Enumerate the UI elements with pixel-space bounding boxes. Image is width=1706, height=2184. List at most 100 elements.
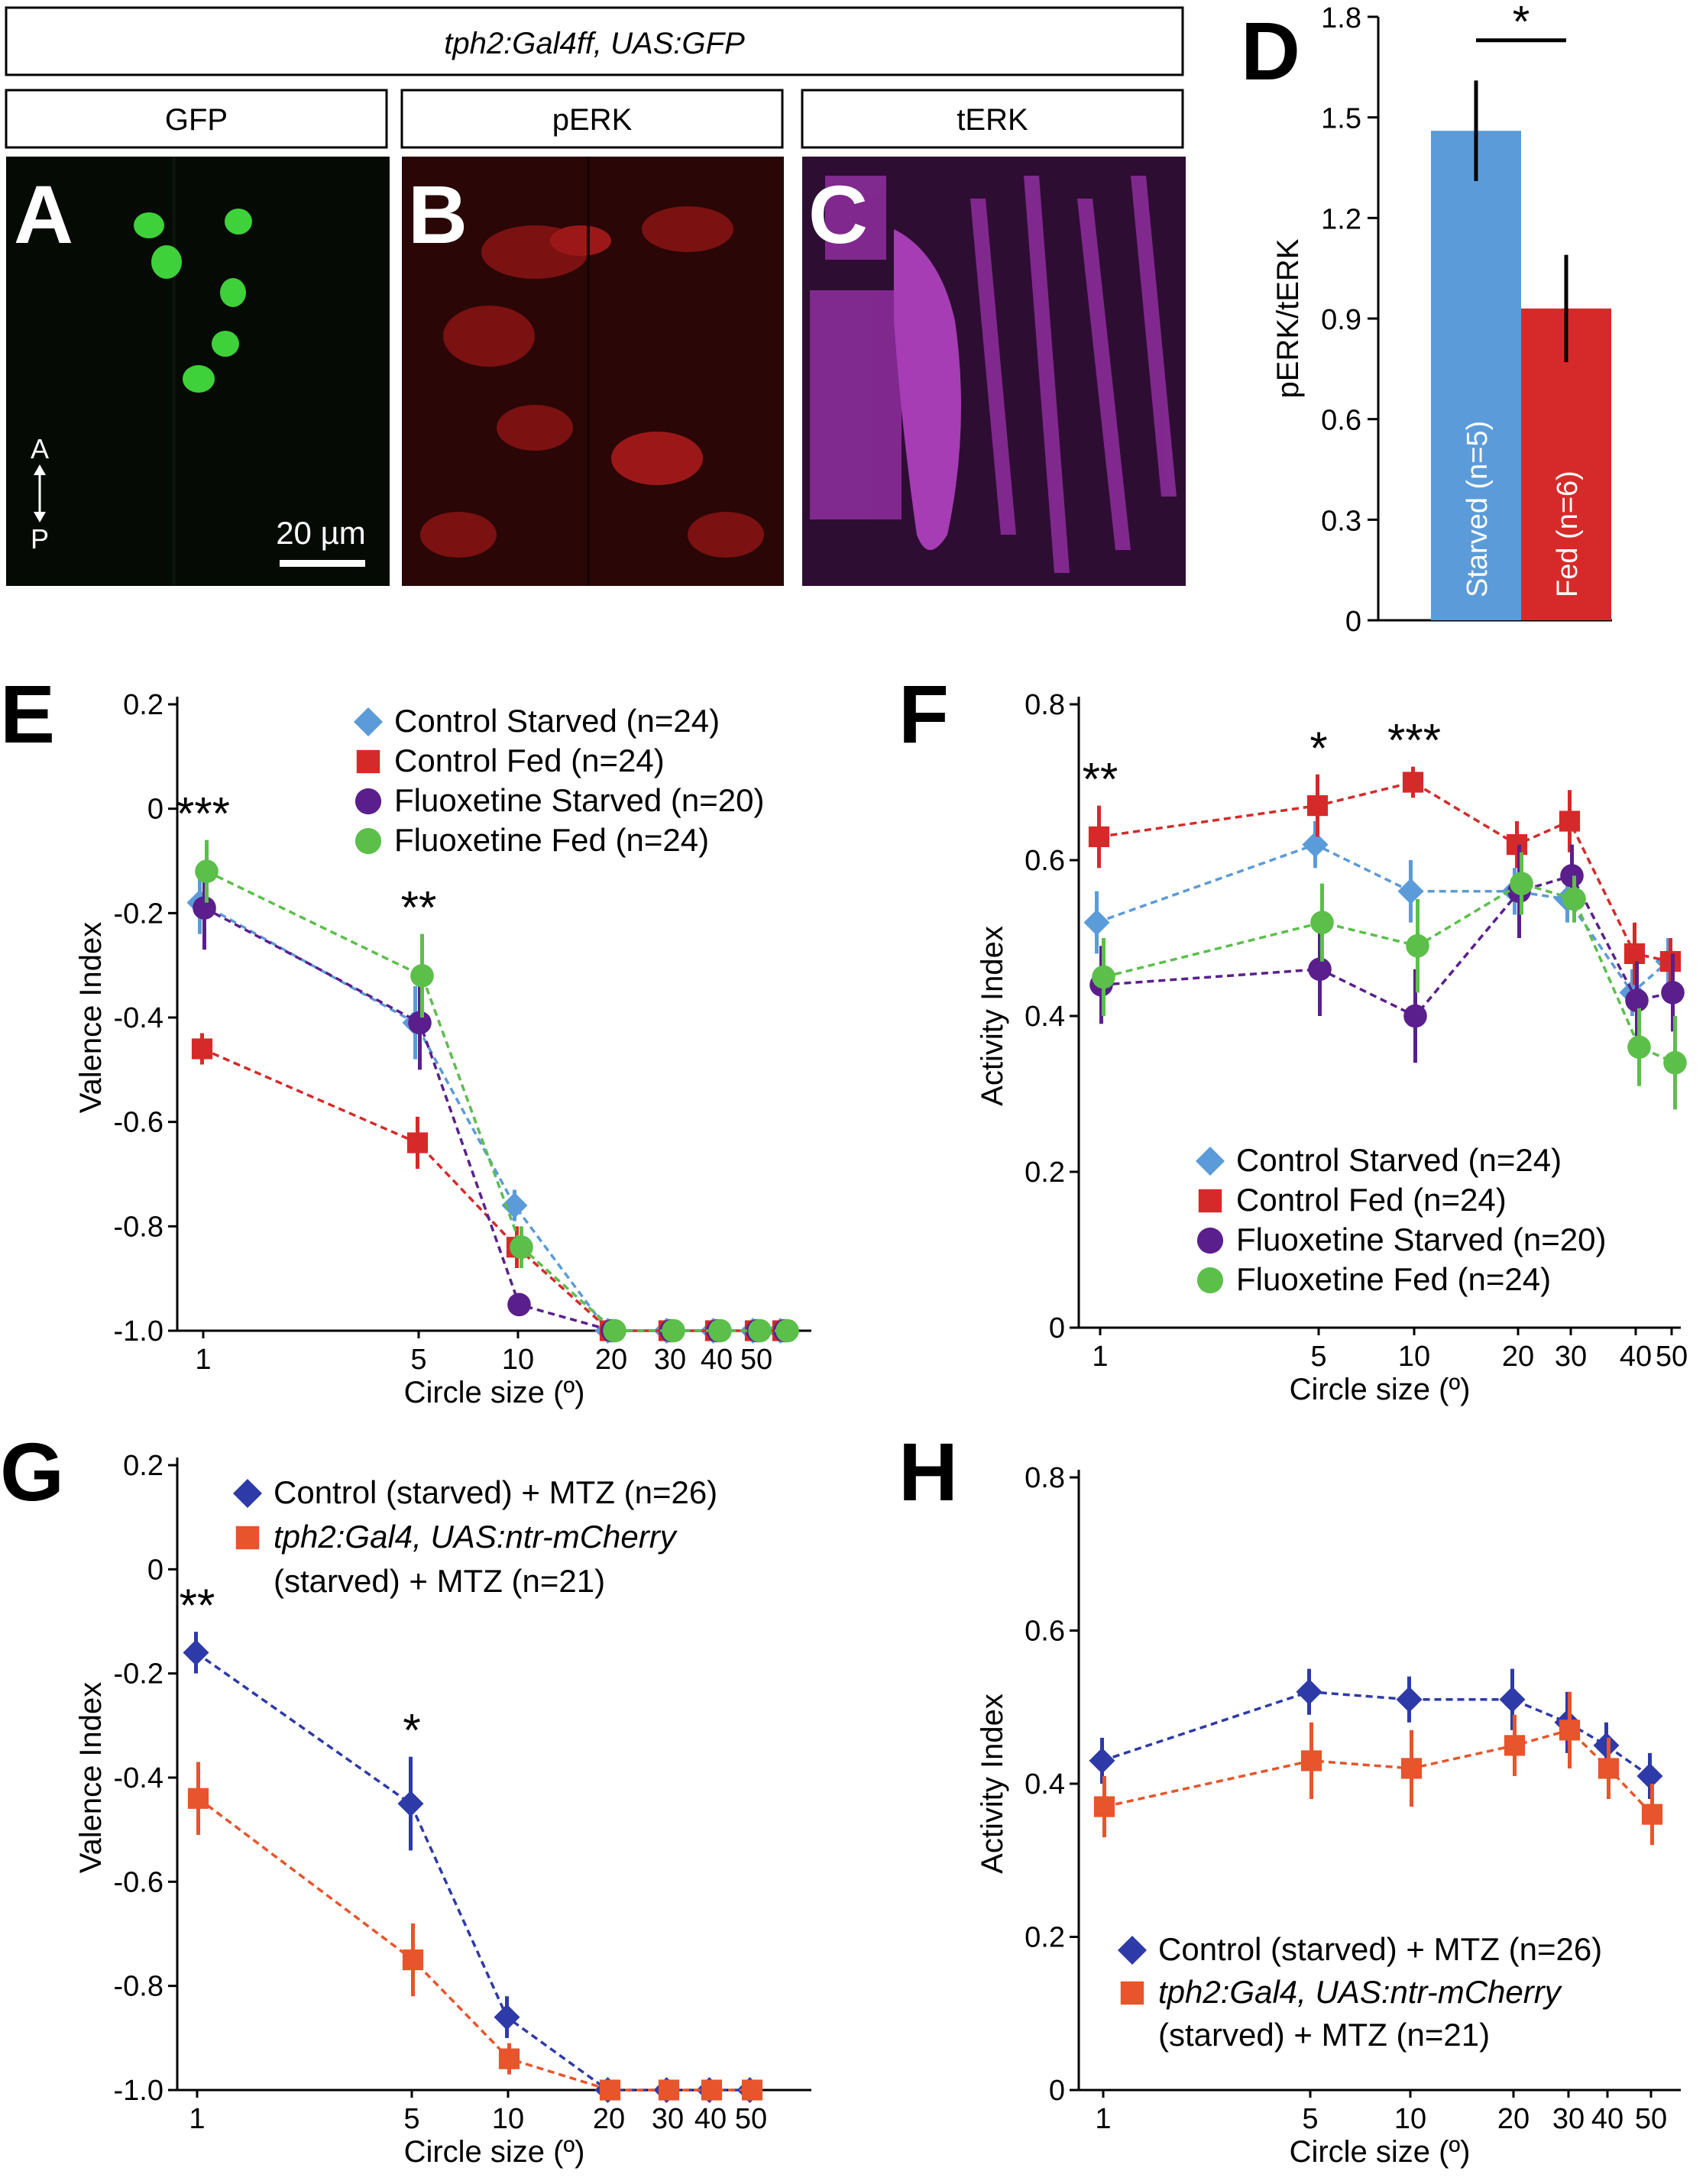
y-tick-label: 0 xyxy=(1049,2075,1065,2107)
y-tick-label: 0.3 xyxy=(1321,505,1361,537)
series-1 xyxy=(1093,1691,1663,1846)
legend-entry: Control Fed (n=24) xyxy=(394,743,665,778)
y-tick-label: 0.6 xyxy=(1025,1616,1065,1648)
significance-label: * xyxy=(1513,0,1530,47)
y-axis-label: pERK/tERK xyxy=(1271,238,1305,398)
ap-arrow-up-icon xyxy=(34,464,46,475)
panel-letter-d: D xyxy=(1241,5,1300,97)
legend-entry: Control (starved) + MTZ (n=26) xyxy=(1158,1931,1602,1967)
data-point-square xyxy=(498,2048,520,2069)
data-point-circle xyxy=(1406,933,1429,958)
data-point-square xyxy=(1402,772,1424,793)
significance-label: * xyxy=(1309,723,1327,774)
data-point-circle xyxy=(708,1318,732,1343)
data-point-circle xyxy=(603,1318,626,1343)
x-tick-label: 30 xyxy=(654,1344,686,1376)
series-1 xyxy=(1088,766,1682,985)
x-tick-label: 5 xyxy=(1302,2103,1318,2135)
data-point-diamond xyxy=(1083,909,1110,936)
legend: Control Starved (n=24) Control Fed (n=24)… xyxy=(1196,1142,1606,1297)
x-tick-label: 20 xyxy=(1497,2103,1530,2135)
x-tick-label: 50 xyxy=(1656,1341,1688,1373)
legend-entry: Fluoxetine Starved (n=20) xyxy=(1236,1221,1606,1257)
y-tick-label: 0 xyxy=(1049,1312,1065,1344)
significance-label: ** xyxy=(401,882,437,933)
x-tick-label: 20 xyxy=(1502,1341,1534,1373)
y-tick-label: -0.2 xyxy=(114,898,163,930)
data-point-diamond xyxy=(397,1791,424,1817)
header: tph2:Gal4ff, UAS:GFP GFP pERK tERK xyxy=(5,6,1184,149)
data-point-square xyxy=(701,2079,723,2101)
data-point-circle xyxy=(507,1293,531,1317)
x-tick-label: 30 xyxy=(652,2103,684,2135)
data-point-circle xyxy=(354,827,382,855)
panel-letter-c: C xyxy=(808,168,868,260)
data-point-diamond xyxy=(1296,1678,1322,1705)
channel-label-terk: tERK xyxy=(957,103,1028,137)
data-point-square xyxy=(1088,826,1110,847)
data-point-square xyxy=(235,1526,260,1550)
legend-entry: Control Starved (n=24) xyxy=(394,703,720,739)
data-point-square xyxy=(1400,1758,1423,1779)
terk-signal xyxy=(810,176,1177,573)
data-point-square xyxy=(1506,834,1528,856)
data-point-diamond xyxy=(1118,1936,1147,1965)
series-line xyxy=(1101,874,1673,1018)
data-point-square xyxy=(1093,1796,1115,1817)
data-point-square xyxy=(406,1132,429,1153)
panel-letter-e: E xyxy=(0,668,55,760)
x-tick-label: 5 xyxy=(410,1344,426,1376)
series-line xyxy=(1099,781,1671,963)
data-point-square xyxy=(1504,1735,1526,1756)
data-point-diamond xyxy=(233,1479,262,1508)
gfp-cells xyxy=(134,209,252,393)
significance-label: * xyxy=(403,1705,420,1756)
series-line xyxy=(199,901,781,1332)
x-axis-label: Circle size (º) xyxy=(1290,2135,1471,2169)
data-point-circle xyxy=(408,1011,432,1035)
micrograph-a: A A P 20 µm xyxy=(6,157,390,586)
y-axis-label: Valence Index xyxy=(74,1682,108,1874)
data-point-circle xyxy=(193,896,216,920)
data-point-square xyxy=(658,2079,680,2101)
y-tick-label: -0.6 xyxy=(114,1866,163,1898)
y-tick-label: -0.8 xyxy=(114,1971,163,2003)
y-tick-label: 0.8 xyxy=(1025,689,1065,721)
channel-box-gfp xyxy=(5,89,388,149)
data-point-circle xyxy=(1661,981,1685,1005)
y-tick-label: 0.4 xyxy=(1025,1768,1065,1801)
data-point-diamond xyxy=(1196,1147,1225,1176)
legend-entry: Fluoxetine Fed (n=24) xyxy=(1236,1261,1551,1297)
x-tick-label: 30 xyxy=(1552,2103,1585,2135)
y-tick-label: 0.2 xyxy=(1025,1922,1065,1954)
series-1 xyxy=(191,1033,794,1341)
panel-letter-h: H xyxy=(898,1425,958,1518)
y-tick-label: -1.0 xyxy=(114,1315,163,1348)
data-point-diamond xyxy=(1636,1762,1663,1789)
genotype-label: tph2:Gal4ff, UAS:GFP xyxy=(444,27,745,60)
data-point-square xyxy=(1300,1750,1322,1771)
scale-bar xyxy=(280,560,365,567)
series-0 xyxy=(183,1632,763,2103)
data-point-diamond xyxy=(183,1639,209,1666)
y-tick-label: 0.2 xyxy=(123,1450,163,1482)
data-point-diamond xyxy=(1089,1747,1115,1774)
data-point-square xyxy=(402,1949,424,1971)
x-tick-label: 1 xyxy=(189,2103,205,2135)
y-tick-label: 1.2 xyxy=(1321,203,1361,235)
legend-entry: Fluoxetine Fed (n=24) xyxy=(394,822,709,858)
significance-label: ** xyxy=(180,1580,215,1631)
gfp-cell xyxy=(225,209,252,235)
data-point-circle xyxy=(1403,1004,1427,1028)
y-axis-label: Valence Index xyxy=(74,922,108,1114)
chart-g-valence: -1.0 -0.8 -0.6 -0.4 -0.2 0 0.2 1 5 10 20 30 40 50 Vale… xyxy=(74,1450,811,2169)
legend-entry: Fluoxetine Starved (n=20) xyxy=(394,782,764,818)
micrograph-b: B xyxy=(402,157,784,586)
data-point-diamond xyxy=(1499,1686,1526,1713)
x-tick-label: 10 xyxy=(492,2103,524,2135)
data-point-circle xyxy=(1560,864,1584,888)
series-line xyxy=(203,906,785,1332)
data-point-circle xyxy=(1092,965,1115,989)
x-axis-label: Circle size (º) xyxy=(404,1376,585,1409)
x-axis-label: Circle size (º) xyxy=(404,2135,585,2169)
